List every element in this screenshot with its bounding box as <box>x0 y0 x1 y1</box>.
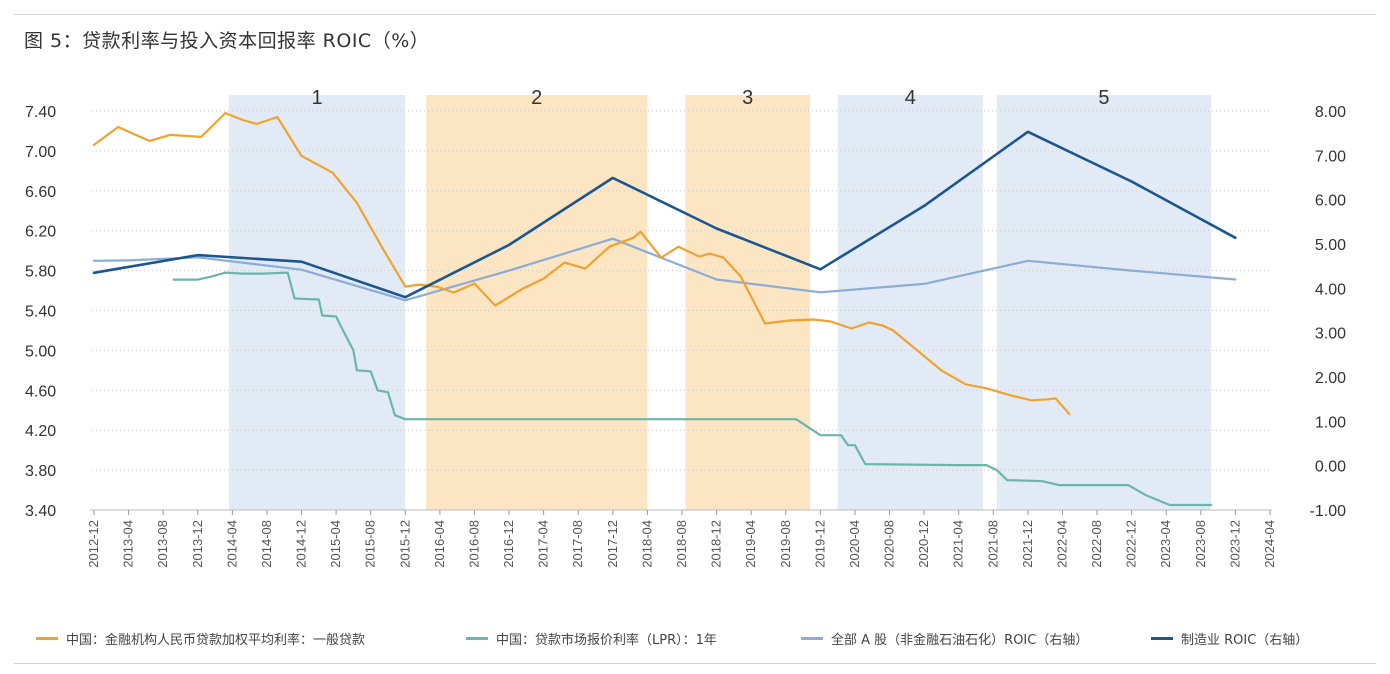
right-tick-label: 8.00 <box>1315 104 1346 121</box>
x-tick-label: 2013-12 <box>190 520 205 568</box>
x-tick-label: 2015-08 <box>363 520 378 568</box>
bottom-divider <box>14 663 1376 664</box>
right-tick-label: -1.00 <box>1310 503 1347 520</box>
x-tick-label: 2016-08 <box>466 520 481 568</box>
x-tick-label: 2022-08 <box>1089 520 1104 568</box>
x-tick-label: 2019-04 <box>743 520 758 568</box>
top-divider <box>14 14 1376 15</box>
x-tick-label: 2015-04 <box>328 520 343 568</box>
legend-item-loan-rate[interactable]: 中国：金融机构人民币贷款加权平均利率：一般贷款 <box>36 629 466 648</box>
x-tick-label: 2014-08 <box>259 520 274 568</box>
chart-legend: 中国：金融机构人民币贷款加权平均利率：一般贷款 中国：贷款市场报价利率（LPR）… <box>36 628 1366 648</box>
period-band-5 <box>996 95 1212 510</box>
period-label-3: 3 <box>742 87 753 109</box>
right-tick-label: 4.00 <box>1315 281 1346 298</box>
legend-swatch-lpr <box>466 636 488 640</box>
x-tick-label: 2020-12 <box>916 520 931 568</box>
legend-label-manufacturing-roic: 制造业 ROIC（右轴） <box>1181 632 1309 648</box>
x-tick-label: 2017-08 <box>570 520 585 568</box>
left-tick-label: 5.00 <box>25 343 56 360</box>
x-tick-label: 2017-12 <box>605 520 620 568</box>
x-tick-label: 2021-04 <box>951 520 966 568</box>
x-tick-label: 2017-04 <box>536 520 551 568</box>
x-tick-label: 2021-12 <box>1020 520 1035 568</box>
chart-title: 图 5：贷款利率与投入资本回报率 ROIC（%） <box>24 30 430 52</box>
right-tick-label: 3.00 <box>1315 326 1346 343</box>
x-tick-label: 2019-08 <box>778 520 793 568</box>
x-tick-label: 2013-04 <box>121 520 136 568</box>
x-tick-label: 2019-12 <box>812 520 827 568</box>
left-tick-label: 5.80 <box>25 264 56 281</box>
left-tick-label: 7.00 <box>25 144 56 161</box>
x-tick-label: 2016-12 <box>501 520 516 568</box>
legend-item-a-share-roic[interactable]: 全部 A 股（非金融石油石化）ROIC（右轴） <box>801 629 1151 648</box>
period-label-4: 4 <box>905 87 916 109</box>
left-tick-label: 4.60 <box>25 383 56 400</box>
left-tick-label: 6.20 <box>25 224 56 241</box>
series-manufacturing-roic <box>92 130 1237 299</box>
legend-label-loan-rate: 中国：金融机构人民币贷款加权平均利率：一般贷款 <box>66 632 366 648</box>
x-tick-label: 2018-12 <box>709 520 724 568</box>
x-tick-label: 2022-12 <box>1124 520 1139 568</box>
legend-label-a-share-roic: 全部 A 股（非金融石油石化）ROIC（右轴） <box>831 632 1089 648</box>
right-tick-label: 5.00 <box>1315 237 1346 254</box>
x-tick-label: 2020-08 <box>882 520 897 568</box>
legend-item-lpr[interactable]: 中国：贷款市场报价利率（LPR）：1年 <box>466 629 801 648</box>
legend-swatch-loan-rate <box>36 636 58 640</box>
x-tick-label: 2014-04 <box>224 520 239 568</box>
right-tick-label: 2.00 <box>1315 370 1346 387</box>
period-band-3 <box>685 95 810 510</box>
legend-swatch-a-share-roic <box>801 636 823 640</box>
legend-item-manufacturing-roic[interactable]: 制造业 ROIC（右轴） <box>1151 629 1308 648</box>
left-tick-label: 3.80 <box>25 463 56 480</box>
period-label-2: 2 <box>531 87 542 109</box>
left-tick-label: 7.40 <box>25 104 56 121</box>
x-tick-label: 2021-08 <box>985 520 1000 568</box>
left-tick-label: 4.20 <box>25 423 56 440</box>
period-band-1 <box>228 95 406 510</box>
x-tick-label: 2023-12 <box>1227 520 1242 568</box>
right-tick-label: 1.00 <box>1315 414 1346 431</box>
x-tick-label: 2022-04 <box>1054 520 1069 568</box>
x-tick-label: 2015-12 <box>397 520 412 568</box>
x-tick-label: 2020-04 <box>847 520 862 568</box>
right-tick-label: 7.00 <box>1315 148 1346 165</box>
x-tick-label: 2018-08 <box>674 520 689 568</box>
right-tick-label: 0.00 <box>1315 459 1346 476</box>
x-tick-label: 2023-08 <box>1193 520 1208 568</box>
period-label-1: 1 <box>312 87 323 109</box>
period-band-2 <box>426 95 648 510</box>
right-tick-label: 6.00 <box>1315 193 1346 210</box>
x-tick-label: 2012-12 <box>86 520 101 568</box>
x-tick-label: 2024-04 <box>1262 520 1277 568</box>
left-tick-label: 3.40 <box>25 503 56 520</box>
period-band-4 <box>837 95 983 510</box>
left-tick-label: 6.60 <box>25 184 56 201</box>
period-label-5: 5 <box>1098 87 1109 109</box>
x-tick-label: 2018-04 <box>639 520 654 568</box>
legend-swatch-manufacturing-roic <box>1151 636 1173 640</box>
x-tick-label: 2016-04 <box>432 520 447 568</box>
x-tick-label: 2023-04 <box>1158 520 1173 568</box>
legend-label-lpr: 中国：贷款市场报价利率（LPR）：1年 <box>496 632 717 648</box>
left-tick-label: 5.40 <box>25 304 56 321</box>
x-tick-label: 2013-08 <box>155 520 170 568</box>
series-lpr <box>172 271 1213 507</box>
x-tick-label: 2014-12 <box>294 520 309 568</box>
